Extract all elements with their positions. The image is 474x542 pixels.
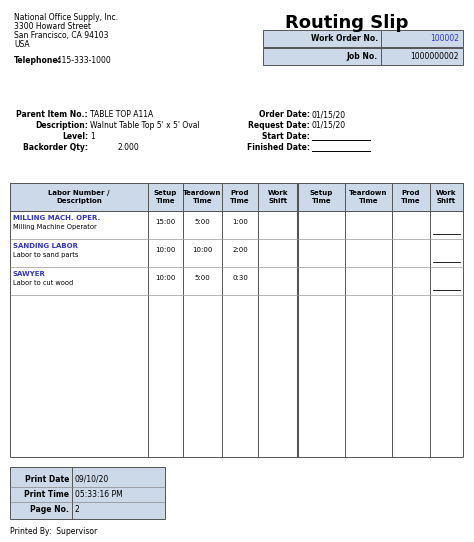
Text: 10:00: 10:00 bbox=[155, 275, 176, 281]
Text: 1000000002: 1000000002 bbox=[410, 52, 459, 61]
Text: MILLING MACH. OPER.: MILLING MACH. OPER. bbox=[13, 215, 100, 221]
Text: Order Date:: Order Date: bbox=[259, 110, 310, 119]
Text: 5:00: 5:00 bbox=[195, 275, 210, 281]
Text: 01/15/20: 01/15/20 bbox=[312, 121, 346, 130]
Text: 09/10/20: 09/10/20 bbox=[75, 475, 109, 484]
Text: Work Order No.: Work Order No. bbox=[311, 34, 378, 43]
Text: 415-333-1000: 415-333-1000 bbox=[52, 56, 111, 65]
Text: SAWYER: SAWYER bbox=[13, 271, 46, 277]
Text: 2:00: 2:00 bbox=[232, 247, 248, 253]
Text: Prod
Time: Prod Time bbox=[230, 190, 250, 204]
Text: Prod
Time: Prod Time bbox=[401, 190, 421, 204]
Bar bbox=[10, 467, 165, 519]
Text: Printed By:  Supervisor: Printed By: Supervisor bbox=[10, 527, 97, 536]
Text: 3300 Howard Street: 3300 Howard Street bbox=[14, 22, 91, 31]
Text: Finished Date:: Finished Date: bbox=[247, 143, 310, 152]
Text: 10:00: 10:00 bbox=[192, 247, 213, 253]
Text: TABLE TOP A11A: TABLE TOP A11A bbox=[90, 110, 153, 119]
Text: Job No.: Job No. bbox=[347, 52, 378, 61]
Text: Start Date:: Start Date: bbox=[262, 132, 310, 141]
Text: Print Date: Print Date bbox=[25, 475, 69, 484]
Text: Teardown
Time: Teardown Time bbox=[183, 190, 222, 204]
Text: USA: USA bbox=[14, 40, 29, 49]
Text: Walnut Table Top 5' x 5' Oval: Walnut Table Top 5' x 5' Oval bbox=[90, 121, 200, 130]
Text: Backorder Qty:: Backorder Qty: bbox=[23, 143, 88, 152]
Text: Parent Item No.:: Parent Item No.: bbox=[17, 110, 88, 119]
Bar bbox=[10, 183, 463, 211]
Text: Work
Shift: Work Shift bbox=[436, 190, 457, 204]
Text: National Office Supply, Inc.: National Office Supply, Inc. bbox=[14, 13, 118, 22]
Text: 01/15/20: 01/15/20 bbox=[312, 110, 346, 119]
Text: 2: 2 bbox=[75, 505, 80, 514]
Text: Work
Shift: Work Shift bbox=[268, 190, 288, 204]
Text: Telephone:: Telephone: bbox=[14, 56, 62, 65]
Text: Setup
Time: Setup Time bbox=[310, 190, 333, 204]
Text: Description:: Description: bbox=[35, 121, 88, 130]
Text: 0:30: 0:30 bbox=[232, 275, 248, 281]
Text: 100002: 100002 bbox=[430, 34, 459, 43]
Text: 10:00: 10:00 bbox=[155, 247, 176, 253]
Text: 15:00: 15:00 bbox=[155, 219, 176, 225]
Bar bbox=[263, 30, 463, 47]
Text: 1: 1 bbox=[90, 132, 95, 141]
Text: Milling Machine Operator: Milling Machine Operator bbox=[13, 224, 97, 230]
Text: Labor to sand parts: Labor to sand parts bbox=[13, 252, 78, 258]
Text: Teardown
Time: Teardown Time bbox=[349, 190, 388, 204]
Text: 05:33:16 PM: 05:33:16 PM bbox=[75, 490, 123, 499]
Text: Request Date:: Request Date: bbox=[248, 121, 310, 130]
Text: Print Time: Print Time bbox=[24, 490, 69, 499]
Text: ·: · bbox=[16, 110, 19, 120]
Text: SANDING LABOR: SANDING LABOR bbox=[13, 243, 78, 249]
Text: Level:: Level: bbox=[62, 132, 88, 141]
Text: 2.000: 2.000 bbox=[118, 143, 140, 152]
Text: Page No.: Page No. bbox=[30, 505, 69, 514]
Bar bbox=[10, 183, 463, 457]
Text: Labor Number /
Description: Labor Number / Description bbox=[48, 190, 110, 204]
Text: 5:00: 5:00 bbox=[195, 219, 210, 225]
Text: 1:00: 1:00 bbox=[232, 219, 248, 225]
Text: Routing Slip: Routing Slip bbox=[285, 14, 409, 32]
Text: Setup
Time: Setup Time bbox=[154, 190, 177, 204]
Text: San Francisco, CA 94103: San Francisco, CA 94103 bbox=[14, 31, 109, 40]
Text: Labor to cut wood: Labor to cut wood bbox=[13, 280, 73, 286]
Bar bbox=[263, 48, 463, 65]
